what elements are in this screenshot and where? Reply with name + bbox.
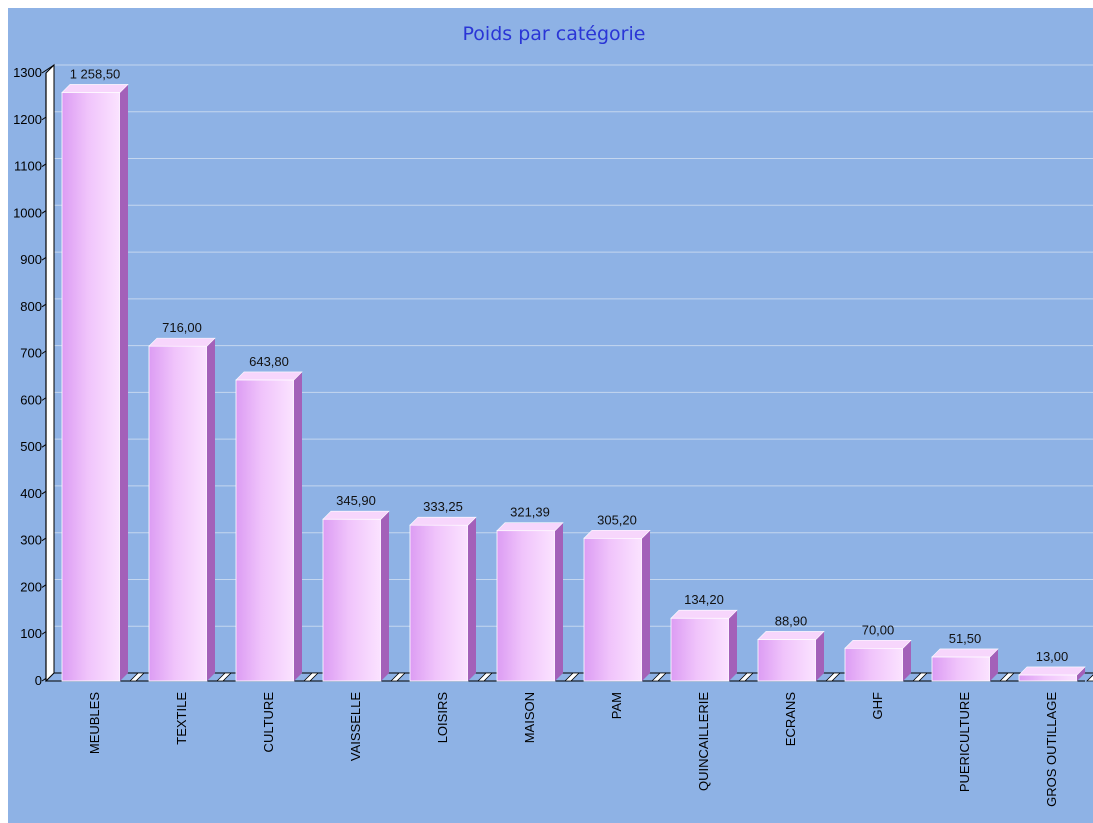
bar-value-label: 345,90 <box>336 493 376 508</box>
bar-value-label: 13,00 <box>1036 649 1069 664</box>
bar-value-label: 51,50 <box>949 631 982 646</box>
bar-side <box>816 631 824 681</box>
y-axis-wall <box>45 63 55 683</box>
bar-top <box>844 639 912 649</box>
x-tick-label: MEUBLES <box>87 692 102 754</box>
baseline-break-mark <box>477 672 493 682</box>
bar-top <box>409 516 477 526</box>
bar-side <box>642 530 650 681</box>
grid-lines <box>54 64 1093 627</box>
y-tick-label: 300 <box>20 533 42 548</box>
bar-value-label: 1 258,50 <box>70 66 121 81</box>
y-tick-label: 500 <box>20 439 42 454</box>
bar-front <box>844 647 904 682</box>
baseline-break-mark <box>564 672 580 682</box>
bar-front <box>583 537 643 682</box>
y-tick-label: 800 <box>20 299 42 314</box>
bar-value-label: 70,00 <box>862 622 895 637</box>
x-tick-label: PAM <box>609 692 624 719</box>
y-tick-label: 700 <box>20 346 42 361</box>
x-tick-labels: MEUBLES TEXTILE CULTURE VAISSELLE LOISIRS MAI… <box>87 692 1059 807</box>
x-tick-label: MAISON <box>522 692 537 743</box>
y-tick-label: 200 <box>20 579 42 594</box>
bar-top <box>931 648 999 658</box>
bar-value-label: 134,20 <box>684 592 724 607</box>
baseline-break-mark <box>651 672 667 682</box>
bars <box>61 84 1086 682</box>
x-tick-label: VAISSELLE <box>348 692 363 761</box>
bar-side <box>990 648 998 681</box>
bar-side <box>120 84 128 681</box>
bar-side <box>468 517 476 681</box>
bar-top <box>322 510 390 520</box>
x-tick-label: CULTURE <box>261 692 276 753</box>
y-tick-label: 400 <box>20 486 42 501</box>
baseline-break-mark <box>129 672 145 682</box>
bar-front <box>61 92 121 682</box>
bar-value-label: 333,25 <box>423 499 463 514</box>
bar-top <box>670 609 738 619</box>
bar-side <box>207 338 215 681</box>
y-tick-label: 100 <box>20 626 42 641</box>
bar-top <box>757 631 825 640</box>
y-tick-label: 900 <box>20 252 42 267</box>
baseline-break-mark <box>825 672 841 682</box>
bar-side <box>1077 666 1085 681</box>
bar-front <box>322 518 382 682</box>
bar-front <box>409 524 469 682</box>
x-tick-label: LOISIRS <box>435 692 450 744</box>
bar-top <box>148 337 216 347</box>
bar-top <box>1018 666 1086 676</box>
bar-side <box>903 640 911 681</box>
x-tick-label: TEXTILE <box>174 692 189 745</box>
baseline-break-marks <box>129 672 1093 682</box>
bar-top <box>235 371 303 381</box>
bar-top <box>583 529 651 539</box>
baseline-break-mark <box>303 672 319 682</box>
bar-front <box>235 379 295 682</box>
baseline-break-mark <box>1086 674 1093 682</box>
y-tick-label: 600 <box>20 392 42 407</box>
baseline-break-mark <box>999 672 1015 682</box>
bar-front <box>148 345 208 682</box>
bar-front <box>496 530 556 682</box>
bar-side <box>381 511 389 681</box>
baseline-break-mark <box>216 672 232 682</box>
bar-top <box>61 84 129 93</box>
y-tick-label: 0 <box>35 673 42 688</box>
bar-side <box>729 610 737 681</box>
baseline-break-mark <box>738 672 754 682</box>
x-tick-label: QUINCAILLERIE <box>696 692 711 791</box>
value-labels: 1 258,50 716,00 643,80 345,90 333,25 321,39 30… <box>70 66 1069 664</box>
bar-value-label: 716,00 <box>162 320 202 335</box>
bar-value-label: 88,90 <box>775 613 808 628</box>
y-tick-label: 1300 <box>13 65 42 80</box>
baseline-break-mark <box>912 672 928 682</box>
baseline-break-mark <box>390 672 406 682</box>
y-tick-label: 1000 <box>13 205 42 220</box>
x-tick-label: GROS OUTILLAGE <box>1044 692 1059 807</box>
y-tick-label: 1200 <box>13 112 42 127</box>
y-tick-label: 1100 <box>14 159 42 174</box>
bar-side <box>294 371 302 681</box>
bar-front <box>670 617 730 682</box>
bar-value-label: 305,20 <box>597 512 637 527</box>
chart-title: Poids par catégorie <box>463 23 646 45</box>
x-tick-label: ECRANS <box>783 692 798 747</box>
bar-front <box>757 639 817 682</box>
bar-front <box>1018 674 1078 682</box>
bar-value-label: 643,80 <box>249 354 289 369</box>
bar-front <box>931 656 991 682</box>
bar-top <box>496 522 564 531</box>
x-tick-label: GHF <box>870 692 885 720</box>
x-tick-label: PUERICULTURE <box>957 692 972 792</box>
bar-side <box>555 522 563 681</box>
bar-value-label: 321,39 <box>510 505 550 520</box>
